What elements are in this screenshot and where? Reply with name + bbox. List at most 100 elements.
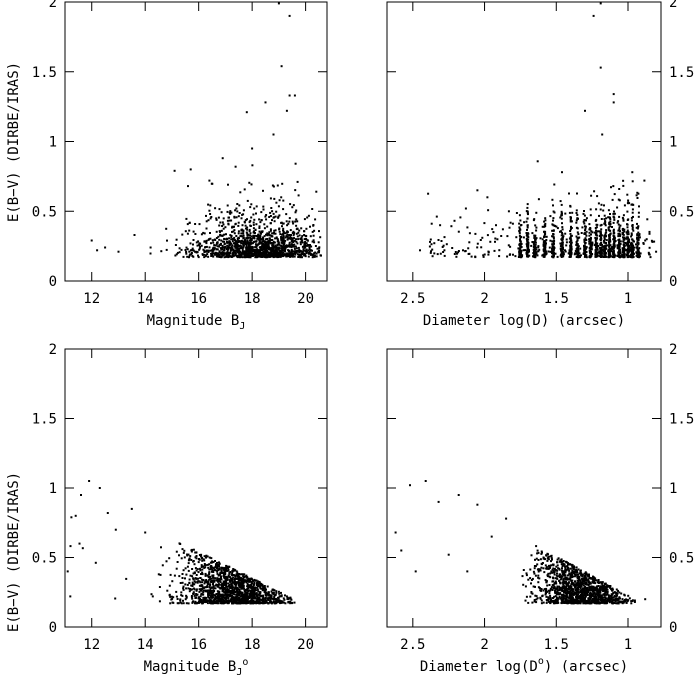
data-point: [254, 234, 256, 237]
data-point: [632, 245, 635, 247]
data-point: [261, 588, 264, 590]
data-point: [211, 589, 214, 592]
data-point: [246, 602, 249, 604]
data-point: [603, 222, 606, 225]
data-point: [289, 600, 292, 603]
data-point: [307, 249, 310, 252]
data-point: [295, 240, 298, 243]
data-point: [263, 590, 266, 593]
data-point: [599, 233, 602, 236]
data-point: [201, 593, 204, 596]
data-point: [263, 255, 266, 258]
data-point: [175, 595, 178, 598]
data-point: [272, 592, 275, 595]
data-point: [233, 242, 236, 245]
data-point: [288, 14, 291, 17]
data-point: [279, 252, 282, 255]
data-point: [287, 237, 290, 240]
data-point: [231, 585, 234, 588]
data-point: [569, 205, 572, 208]
data-point: [264, 587, 267, 590]
data-point: [230, 600, 232, 603]
data-point: [229, 247, 232, 250]
data-point: [256, 602, 259, 604]
data-point: [309, 235, 312, 238]
data-point: [198, 242, 201, 245]
data-point: [596, 237, 598, 240]
data-point: [291, 237, 294, 240]
data-point: [239, 600, 242, 603]
data-point: [296, 220, 299, 223]
data-point: [630, 232, 633, 235]
data-point: [242, 245, 245, 248]
data-point: [518, 232, 521, 235]
data-point: [456, 252, 458, 255]
data-point: [443, 249, 446, 252]
data-point: [265, 599, 268, 602]
data-point: [181, 577, 184, 579]
data-point: [239, 255, 242, 258]
data-point: [252, 231, 255, 234]
data-point: [455, 255, 458, 258]
data-point: [259, 583, 262, 586]
data-point: [211, 574, 214, 577]
data-point: [209, 249, 212, 252]
data-point: [240, 217, 243, 220]
data-point: [435, 215, 438, 218]
data-point: [648, 232, 651, 235]
data-point: [81, 547, 84, 550]
data-point: [605, 217, 608, 220]
data-point: [125, 577, 128, 580]
data-point: [271, 219, 273, 222]
data-point: [220, 211, 223, 214]
data-point: [523, 221, 526, 224]
data-point: [551, 250, 554, 253]
data-point: [276, 252, 279, 255]
data-point: [539, 589, 542, 592]
data-point: [630, 233, 633, 236]
data-point: [587, 578, 590, 581]
data-point: [201, 601, 204, 604]
data-point: [560, 234, 563, 237]
data-point: [201, 568, 204, 571]
data-point: [304, 234, 307, 237]
data-point: [612, 229, 615, 232]
data-point: [258, 227, 261, 229]
data-point: [535, 248, 538, 251]
data-point: [258, 598, 261, 601]
data-point: [585, 230, 588, 233]
data-point: [263, 227, 266, 230]
data-point: [310, 245, 313, 248]
data-point: [237, 232, 240, 235]
data-point: [192, 249, 195, 252]
data-point: [190, 550, 193, 553]
data-point: [604, 246, 607, 248]
data-point: [247, 577, 250, 580]
data-point: [261, 598, 264, 601]
data-point: [224, 579, 227, 582]
data-point: [273, 241, 276, 244]
data-point: [191, 568, 194, 570]
data-point: [565, 244, 568, 247]
data-point: [543, 235, 546, 237]
data-point: [215, 218, 218, 221]
data-point: [317, 251, 320, 254]
data-point: [560, 243, 563, 246]
data-point: [225, 568, 227, 571]
data-point: [246, 254, 249, 257]
data-point: [579, 247, 582, 250]
data-point: [625, 249, 628, 251]
data-point: [535, 557, 538, 560]
data-point: [249, 219, 252, 222]
x-tick-label: 16: [190, 291, 207, 307]
data-point: [217, 216, 220, 219]
data-point: [247, 584, 250, 587]
data-point: [235, 255, 238, 258]
data-point: [204, 597, 207, 599]
data-point: [193, 571, 196, 574]
data-point: [621, 602, 624, 605]
data-point: [571, 211, 574, 214]
data-point: [209, 584, 212, 587]
data-point: [241, 573, 244, 576]
data-point: [590, 233, 592, 236]
